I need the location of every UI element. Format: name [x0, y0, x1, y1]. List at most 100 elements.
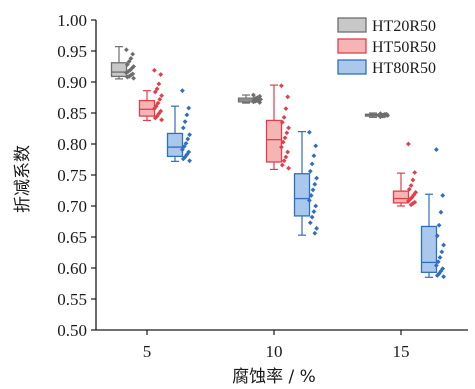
legend-label: HT80R50: [372, 60, 436, 77]
data-point: [279, 119, 285, 125]
legend-swatch: [337, 38, 367, 54]
data-point: [124, 62, 130, 68]
data-point: [184, 152, 190, 157]
box-HT80R50-15: [420, 147, 446, 280]
data-point: [124, 70, 129, 76]
data-point: [251, 92, 256, 98]
data-point: [378, 114, 383, 120]
data-point: [279, 144, 284, 150]
box-HT50R50-15: [392, 141, 418, 208]
data-point: [130, 51, 136, 57]
y-tick-label: 0.80: [57, 135, 87, 154]
box-HT80R50-5: [166, 88, 192, 164]
data-point: [441, 242, 446, 248]
data-point: [434, 263, 439, 268]
data-point: [440, 266, 446, 272]
data-point: [159, 93, 164, 99]
data-point: [152, 115, 158, 121]
data-point: [314, 175, 319, 181]
data-point: [257, 100, 263, 105]
data-point: [434, 147, 439, 152]
data-point: [309, 161, 315, 167]
data-point: [307, 168, 313, 174]
y-axis-label: 折减系数: [13, 145, 33, 213]
y-tick-label: 0.95: [57, 42, 87, 61]
data-point: [434, 273, 440, 278]
data-point: [158, 72, 164, 77]
data-point: [279, 162, 285, 168]
data-point: [131, 64, 136, 69]
data-point: [434, 233, 440, 239]
y-tick-label: 0.55: [57, 290, 87, 309]
data-point: [186, 105, 192, 111]
data-point: [182, 119, 188, 125]
data-point: [156, 81, 162, 87]
data-point: [307, 220, 313, 226]
data-point: [183, 140, 189, 146]
data-point: [412, 170, 418, 175]
data-point: [286, 125, 291, 131]
data-point: [312, 230, 318, 236]
data-point: [283, 106, 289, 112]
data-point: [436, 222, 442, 228]
y-tick-label: 0.90: [57, 73, 87, 92]
data-point: [251, 99, 256, 105]
box-iqr: [293, 173, 311, 217]
data-point: [439, 249, 445, 255]
legend-item-HT50R50: HT50R50: [337, 38, 436, 56]
data-point: [181, 144, 187, 149]
data-point: [180, 156, 186, 162]
data-point: [131, 75, 136, 81]
data-point: [154, 113, 160, 119]
y-tick-label: 0.75: [57, 166, 87, 185]
box-iqr: [138, 99, 156, 117]
data-point: [285, 94, 291, 100]
x-tick-label: 5: [143, 342, 152, 361]
data-point: [280, 139, 286, 145]
data-point: [129, 65, 135, 71]
data-point: [154, 86, 160, 92]
data-point: [312, 181, 318, 187]
y-tick-label: 0.60: [57, 259, 87, 278]
data-point: [152, 89, 158, 95]
data-point: [152, 106, 157, 112]
data-point: [410, 177, 416, 183]
box-HT20R50-5: [110, 46, 136, 81]
data-point: [180, 125, 186, 131]
data-point: [187, 132, 192, 138]
data-point: [184, 112, 190, 118]
data-point: [407, 196, 413, 202]
x-tick-label: 10: [266, 342, 283, 361]
data-point: [180, 88, 185, 94]
data-point: [313, 203, 319, 209]
legend-item-HT80R50: HT80R50: [337, 59, 436, 77]
data-point: [157, 96, 163, 102]
data-point: [308, 193, 314, 198]
data-point: [441, 274, 446, 280]
data-point: [159, 117, 164, 123]
data-point: [286, 165, 291, 171]
y-tick-label: 0.85: [57, 104, 87, 123]
data-point: [182, 154, 188, 160]
box-HT20R50-15: [364, 111, 390, 120]
data-point: [128, 56, 134, 61]
legend-swatch: [337, 59, 367, 75]
data-point: [285, 149, 291, 155]
data-point: [153, 103, 159, 109]
data-point: [254, 98, 260, 103]
data-point: [310, 187, 316, 193]
box-iqr: [392, 190, 410, 204]
data-point: [284, 130, 290, 136]
data-point: [124, 47, 129, 53]
box-iqr: [420, 225, 438, 273]
data-point: [125, 69, 131, 74]
y-tick-label: 0.65: [57, 228, 87, 247]
data-point: [186, 149, 192, 155]
data-point: [126, 59, 132, 64]
data-point: [314, 225, 319, 231]
box-HT50R50-10: [265, 83, 291, 171]
data-point: [307, 198, 312, 203]
data-point: [279, 83, 284, 89]
box-HT50R50-5: [138, 67, 164, 123]
